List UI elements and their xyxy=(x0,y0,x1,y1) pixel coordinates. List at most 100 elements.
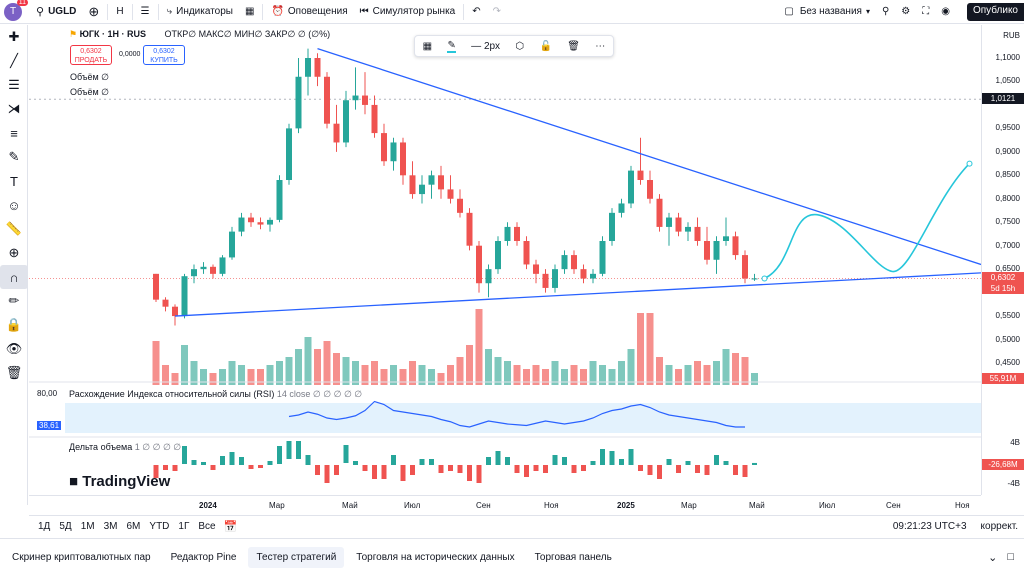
indicators-button[interactable]: ⤷ Индикаторы xyxy=(161,0,239,24)
delta-bar xyxy=(248,465,254,469)
snapshot-button[interactable]: ◉ xyxy=(935,0,956,24)
time-tick: Мар xyxy=(269,501,285,510)
candle-body xyxy=(666,217,672,227)
rsi-top-value: 80,00 xyxy=(37,389,58,398)
range-button[interactable]: 6М xyxy=(126,521,141,532)
lock-icon[interactable]: 🔒 xyxy=(5,317,23,332)
crosshair-icon[interactable]: ✚ xyxy=(8,29,20,44)
lock-icon[interactable]: 🔓 xyxy=(539,40,552,52)
magnet-icon[interactable]: ∩ xyxy=(0,265,28,289)
more-icon[interactable]: ⋯ xyxy=(595,40,606,52)
range-button[interactable]: 1М xyxy=(80,521,95,532)
candle-body xyxy=(210,266,216,274)
panel-tab[interactable]: Скринер криптовалютных пар xyxy=(12,551,151,563)
template-icon[interactable]: ▦ xyxy=(422,40,433,52)
range-button[interactable]: Все xyxy=(198,521,216,532)
pattern-icon[interactable]: ⧕ xyxy=(7,101,21,116)
layout-name-button[interactable]: ▢ Без названия ▾ xyxy=(778,0,876,24)
price-tick: 0,8500 xyxy=(995,170,1020,180)
delta-bar xyxy=(495,451,501,465)
alerts-button[interactable]: ⏰ Оповещения xyxy=(265,0,353,24)
settings-button[interactable]: ⚙ xyxy=(895,0,916,24)
volume-bar xyxy=(466,345,473,385)
user-avatar[interactable]: T 11 xyxy=(4,0,28,21)
chart-canvas[interactable] xyxy=(29,25,982,495)
compare-button[interactable]: ⊕ xyxy=(82,0,105,24)
fib-retracement-icon[interactable]: ☰ xyxy=(8,77,20,92)
time-axis[interactable]: 2024 Мар Май Июл Сен Ноя 2025 Мар Май Июл Сен Ноя xyxy=(29,495,981,515)
delta-bar xyxy=(305,455,311,465)
candle-body xyxy=(713,241,720,260)
delta-bar xyxy=(666,459,672,465)
lock-drawing-icon[interactable]: ✏ xyxy=(8,293,20,308)
candle-body xyxy=(580,269,587,279)
line-width-button[interactable]: — 2px xyxy=(471,40,501,52)
time-tick: Ноя xyxy=(544,501,559,510)
volume-bar xyxy=(570,365,578,385)
volume-bar xyxy=(637,313,644,385)
settings-hexagon-icon[interactable]: ⬡ xyxy=(515,40,525,52)
drawing-toolbar: ✚ ╱ ☰ ⧕ ≡ ✎ T ☺ 📏 ⊕ ∩ ✏ 🔒 👁 🗑 xyxy=(0,25,28,505)
zoom-icon[interactable]: ⊕ xyxy=(8,245,20,260)
ruler-icon[interactable]: 📏 xyxy=(5,221,23,236)
panel-tab[interactable]: Редактор Pine xyxy=(170,551,237,563)
range-button[interactable]: 1Д xyxy=(38,521,51,532)
layouts-button[interactable]: ▦ xyxy=(239,0,260,24)
replay-label: Симулятор рынка xyxy=(372,6,456,17)
panel-tab[interactable]: Торговля на исторических данных xyxy=(356,551,515,563)
panel-tab[interactable]: Тестер стратегий xyxy=(248,546,345,568)
brush-icon[interactable]: ✎ xyxy=(8,149,20,164)
panel-tab[interactable]: Торговая панель xyxy=(534,551,612,563)
trash-icon[interactable]: 🗑 xyxy=(5,365,23,380)
notification-badge: 11 xyxy=(16,0,28,6)
adjust-button[interactable]: коррект. xyxy=(980,521,1018,532)
fullscreen-icon: ⛶ xyxy=(922,6,930,17)
quick-search-button[interactable]: ⚲ xyxy=(876,0,895,24)
clock[interactable]: 09:21:23 UTC+3 xyxy=(892,521,967,532)
volume-bar xyxy=(314,349,321,385)
chart-area[interactable]: ⚑ ЮГК · 1H · RUS ОТКР∅ МАКС∅ МИН∅ ЗАКР∅ … xyxy=(29,25,982,495)
delta-bar xyxy=(590,461,596,465)
last-price-tag: 0,6302 xyxy=(982,272,1024,284)
pencil-icon[interactable]: ✎ xyxy=(447,39,456,53)
volume-bar xyxy=(703,365,711,385)
maximize-icon[interactable]: □ xyxy=(1007,551,1014,563)
prediction-icon[interactable]: ≡ xyxy=(10,125,18,141)
tradingview-watermark[interactable]: ■ TradingView xyxy=(69,473,170,490)
candle-body xyxy=(181,276,188,317)
symbol-search[interactable]: ⚲ UGLD xyxy=(30,0,82,24)
volume-bar xyxy=(646,313,654,385)
undo-button[interactable]: ↶ xyxy=(466,0,486,24)
volume-bar xyxy=(190,361,198,385)
delta-bar xyxy=(581,465,586,471)
publish-button[interactable]: Опублико xyxy=(966,3,1024,21)
interval-button[interactable]: H xyxy=(116,6,124,17)
delta-bottom-label: -4B xyxy=(1007,479,1020,488)
trendline-icon[interactable]: ╱ xyxy=(10,53,18,68)
trash-icon[interactable]: 🗑 xyxy=(567,40,580,52)
price-tick: 0,6500 xyxy=(995,264,1020,274)
range-button[interactable]: 5Д xyxy=(59,521,72,532)
redo-button[interactable]: ↷ xyxy=(487,0,507,24)
rsi-params: 14 close ∅ ∅ ∅ ∅ ∅ xyxy=(276,389,363,399)
eye-icon[interactable]: 👁 xyxy=(5,341,23,356)
buy-price: 0,6302 xyxy=(153,48,175,55)
avatar-letter: T xyxy=(9,6,17,17)
range-button[interactable]: 3М xyxy=(103,521,118,532)
sell-button[interactable]: 0,6302 ПРОДАТЬ xyxy=(70,45,112,65)
price-axis[interactable]: RUB 1,1000 1,0500 0,9500 0,9000 0,8500 0,8000 0… xyxy=(981,25,1024,495)
candle-body xyxy=(428,175,435,185)
price-tick: 0,5500 xyxy=(995,311,1020,321)
text-icon[interactable]: T xyxy=(10,173,18,189)
range-button[interactable]: YTD xyxy=(149,521,170,532)
emoji-icon[interactable]: ☺ xyxy=(7,197,21,213)
replay-button[interactable]: ⏮ Симулятор рынка xyxy=(354,0,462,24)
tradingview-logo-icon: ■ xyxy=(69,473,79,490)
candle-body xyxy=(371,104,378,134)
chevron-down-icon[interactable]: ⌄ xyxy=(988,551,998,564)
chart-type-button[interactable]: ☰ xyxy=(135,0,156,24)
buy-button[interactable]: 0,6302 КУПИТЬ xyxy=(143,45,185,65)
range-button[interactable]: 1Г xyxy=(178,521,190,532)
fullscreen-button[interactable]: ⛶ xyxy=(916,0,935,24)
calendar-icon[interactable]: 📅 xyxy=(223,521,238,533)
